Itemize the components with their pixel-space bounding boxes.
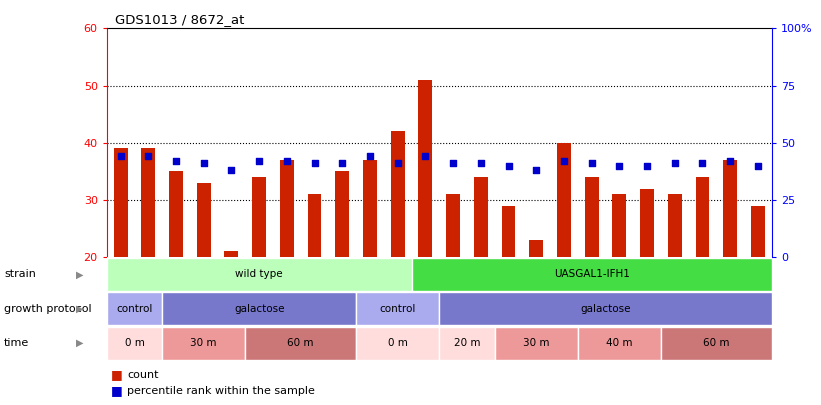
Bar xyxy=(356,327,439,360)
Point xyxy=(696,160,709,166)
Point xyxy=(447,160,460,166)
Bar xyxy=(163,327,245,360)
Point xyxy=(308,160,321,166)
Point xyxy=(364,153,377,160)
Bar xyxy=(530,240,544,257)
Bar xyxy=(557,143,571,257)
Bar xyxy=(252,177,266,257)
Text: strain: strain xyxy=(4,269,36,279)
Bar xyxy=(224,252,238,257)
Bar xyxy=(640,188,654,257)
Text: count: count xyxy=(127,370,158,379)
Bar xyxy=(356,292,439,325)
Bar xyxy=(107,258,411,291)
Bar xyxy=(667,194,681,257)
Point xyxy=(280,158,293,164)
Text: 0 m: 0 m xyxy=(388,338,407,348)
Point xyxy=(612,162,626,169)
Bar xyxy=(113,149,127,257)
Bar xyxy=(391,131,405,257)
Bar xyxy=(578,327,661,360)
Bar xyxy=(363,160,377,257)
Point xyxy=(169,158,182,164)
Text: ▶: ▶ xyxy=(76,338,83,348)
Text: galactose: galactose xyxy=(580,304,631,314)
Point xyxy=(502,162,515,169)
Text: wild type: wild type xyxy=(236,269,283,279)
Text: growth protocol: growth protocol xyxy=(4,304,92,314)
Point xyxy=(225,167,238,173)
Point xyxy=(419,153,432,160)
Bar xyxy=(141,149,155,257)
Bar xyxy=(661,327,772,360)
Point xyxy=(114,153,127,160)
Text: UASGAL1-IFH1: UASGAL1-IFH1 xyxy=(553,269,630,279)
Bar xyxy=(308,194,322,257)
Bar xyxy=(585,177,599,257)
Text: ▶: ▶ xyxy=(76,304,83,314)
Bar xyxy=(245,327,356,360)
Bar xyxy=(107,327,163,360)
Text: ■: ■ xyxy=(111,384,122,397)
Point xyxy=(530,167,543,173)
Bar xyxy=(107,292,163,325)
Text: ■: ■ xyxy=(111,368,122,381)
Bar xyxy=(751,206,765,257)
Point xyxy=(253,158,266,164)
Text: 40 m: 40 m xyxy=(606,338,633,348)
Bar xyxy=(163,292,356,325)
Bar xyxy=(439,292,772,325)
Text: percentile rank within the sample: percentile rank within the sample xyxy=(127,386,315,396)
Text: 20 m: 20 m xyxy=(454,338,480,348)
Point xyxy=(723,158,736,164)
Text: galactose: galactose xyxy=(234,304,284,314)
Text: 0 m: 0 m xyxy=(125,338,144,348)
Text: 60 m: 60 m xyxy=(703,338,730,348)
Bar xyxy=(494,327,578,360)
Bar xyxy=(419,80,433,257)
Bar xyxy=(474,177,488,257)
Point xyxy=(336,160,349,166)
Text: 30 m: 30 m xyxy=(190,338,217,348)
Point xyxy=(391,160,404,166)
Point xyxy=(197,160,210,166)
Text: 60 m: 60 m xyxy=(287,338,314,348)
Bar xyxy=(723,160,737,257)
Point xyxy=(557,158,571,164)
Text: control: control xyxy=(117,304,153,314)
Bar xyxy=(197,183,211,257)
Bar xyxy=(502,206,516,257)
Bar xyxy=(280,160,294,257)
Bar xyxy=(335,171,349,257)
Text: 30 m: 30 m xyxy=(523,338,549,348)
Point xyxy=(751,162,764,169)
Bar xyxy=(439,327,494,360)
Point xyxy=(142,153,155,160)
Bar xyxy=(169,171,183,257)
Bar xyxy=(612,194,626,257)
Text: ▶: ▶ xyxy=(76,269,83,279)
Point xyxy=(475,160,488,166)
Point xyxy=(668,160,681,166)
Text: control: control xyxy=(379,304,416,314)
Text: GDS1013 / 8672_at: GDS1013 / 8672_at xyxy=(115,13,245,26)
Point xyxy=(585,160,599,166)
Point xyxy=(640,162,654,169)
Bar xyxy=(411,258,772,291)
Text: time: time xyxy=(4,338,30,348)
Bar xyxy=(446,194,460,257)
Bar xyxy=(695,177,709,257)
